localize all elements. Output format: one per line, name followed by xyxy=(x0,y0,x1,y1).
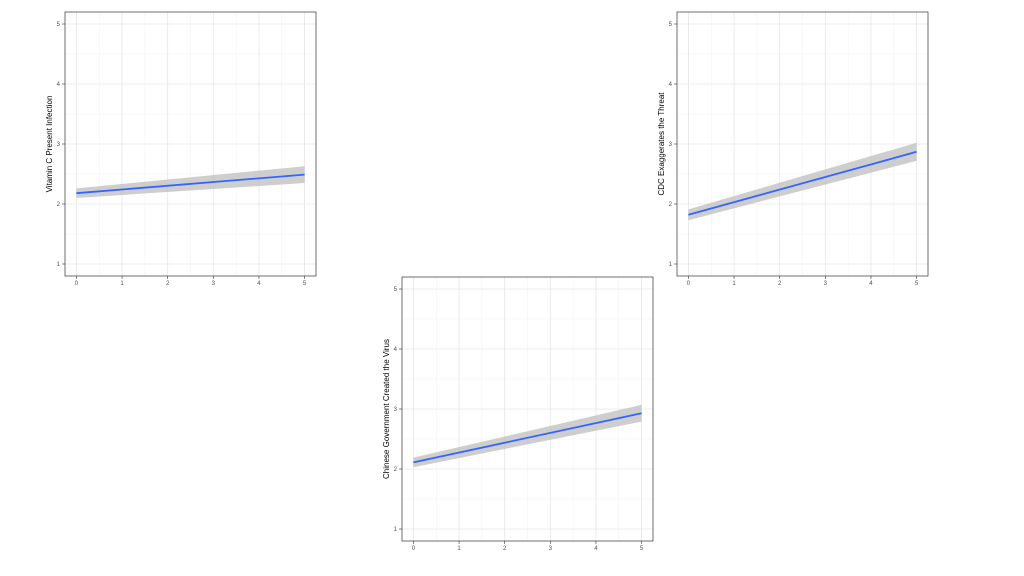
chart-cdc-exaggerates: 0 1 2 3 4 5 1 2 3 4 5 Conservative Media Exposure CD… xyxy=(652,6,942,288)
x-tick-label: 5 xyxy=(640,546,644,552)
x-tick-label: 0 xyxy=(687,281,691,287)
chart-svg: 0 1 2 3 4 5 1 2 3 4 5 Conservative Media Exposure Ch… xyxy=(382,276,654,553)
x-tick-label: 3 xyxy=(824,281,828,287)
major-grid xyxy=(677,12,928,276)
x-axis-title: Conservative Media Exposure xyxy=(474,552,581,553)
confidence-band xyxy=(688,142,917,221)
major-grid xyxy=(65,12,316,276)
y-tick-label: 3 xyxy=(669,142,673,148)
regression-line xyxy=(688,150,917,216)
x-tick-label: 4 xyxy=(869,281,873,287)
y-tick-label: 5 xyxy=(669,22,673,28)
y-tick-label: 3 xyxy=(57,142,61,148)
y-tick-label: 4 xyxy=(57,82,61,88)
x-tick-label: 0 xyxy=(75,281,79,287)
regression-line xyxy=(413,412,642,464)
x-tick-label: 4 xyxy=(257,281,261,287)
confidence-band xyxy=(76,166,305,198)
y-tick-label: 2 xyxy=(57,202,61,208)
x-tick-label: 0 xyxy=(412,546,416,552)
x-tick-label: 5 xyxy=(303,281,307,287)
x-tick-label: 1 xyxy=(457,546,461,552)
chart-svg: 0 1 2 3 4 5 1 2 3 4 5 Conservative Media Exposure CD… xyxy=(657,11,929,288)
regression-line xyxy=(76,173,305,195)
y-tick-label: 4 xyxy=(669,82,673,88)
confidence-band xyxy=(413,404,642,468)
x-tick-label: 3 xyxy=(212,281,216,287)
x-tick-label: 2 xyxy=(503,546,507,552)
y-tick-label: 1 xyxy=(669,262,673,268)
chart-vitamin-c: 0 1 2 3 4 5 1 2 3 4 5 Conservative Media Exposure Vi… xyxy=(40,6,330,288)
y-tick-label: 2 xyxy=(394,467,398,473)
x-tick-label: 4 xyxy=(594,546,598,552)
y-tick-label: 5 xyxy=(394,287,398,293)
y-axis-title: CDC Exaggerates the Threat xyxy=(657,92,666,196)
y-axis-title: Vitamin C Present Infection xyxy=(45,96,54,193)
y-tick-label: 3 xyxy=(394,407,398,413)
x-tick-label: 2 xyxy=(166,281,170,287)
chart-svg: 0 1 2 3 4 5 1 2 3 4 5 Conservative Media Exposure Vi… xyxy=(45,11,317,288)
x-tick-label: 2 xyxy=(778,281,782,287)
x-axis-title: Conservative Media Exposure xyxy=(749,287,856,288)
y-tick-label: 1 xyxy=(394,527,398,533)
x-tick-label: 1 xyxy=(732,281,736,287)
y-tick-label: 2 xyxy=(669,202,673,208)
y-axis-title: Chinese Government Created the Virus xyxy=(382,339,391,479)
y-tick-label: 5 xyxy=(57,22,61,28)
major-grid xyxy=(402,277,653,541)
y-tick-label: 1 xyxy=(57,262,61,268)
chart-chinese-government: 0 1 2 3 4 5 1 2 3 4 5 Conservative Media Exposure Ch… xyxy=(377,271,667,553)
x-tick-label: 5 xyxy=(915,281,919,287)
x-tick-label: 1 xyxy=(120,281,124,287)
y-tick-label: 4 xyxy=(394,347,398,353)
x-tick-label: 3 xyxy=(549,546,553,552)
x-axis-title: Conservative Media Exposure xyxy=(137,287,244,288)
